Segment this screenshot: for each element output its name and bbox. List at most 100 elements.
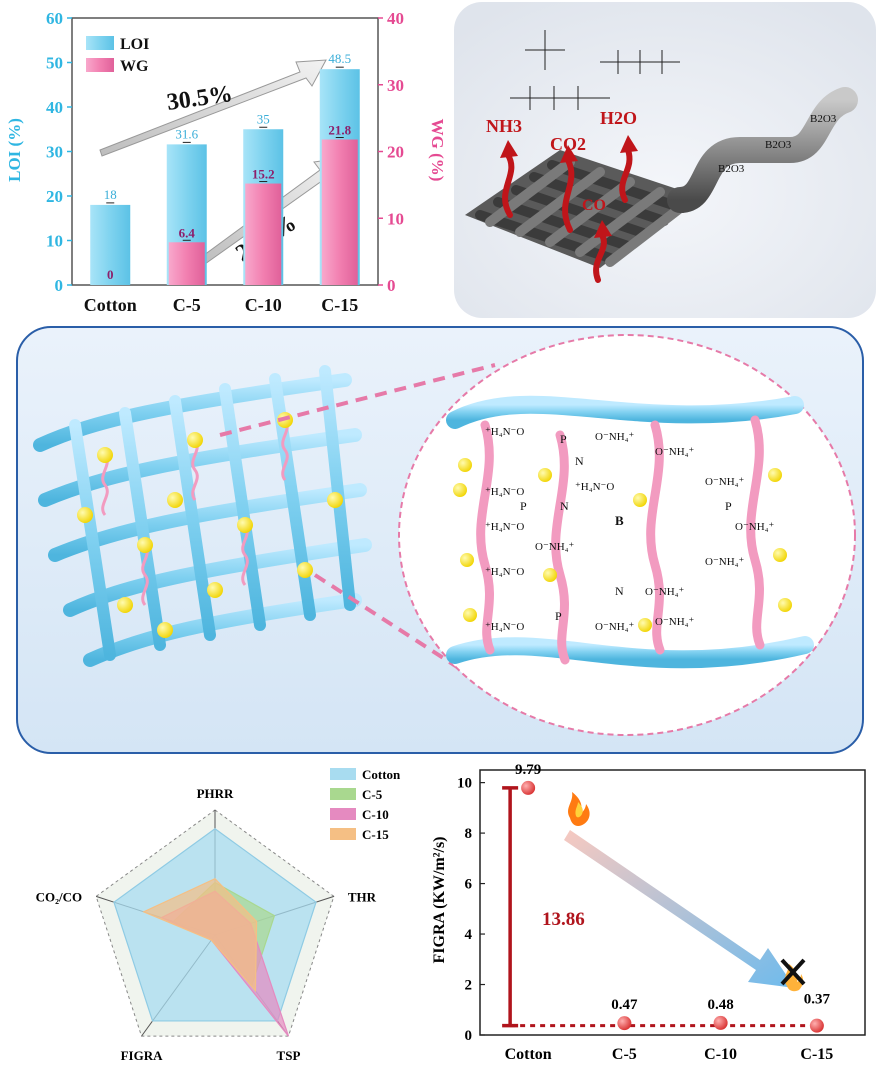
legend-label-c15: C-15	[362, 827, 389, 842]
ammonium-label: O⁻NH₄⁺	[595, 621, 634, 633]
figra-value-label: 0.37	[804, 992, 831, 1008]
radar-axis-label: PHRR	[197, 786, 234, 801]
y-tick-label: 0	[55, 276, 64, 295]
phosphate-structures	[510, 30, 680, 110]
fiber-tube	[667, 87, 858, 213]
legend-swatch-wg	[86, 58, 114, 72]
legend-label-c5: C-5	[362, 787, 383, 802]
ammonium-label: O⁻NH₄⁺	[655, 446, 694, 458]
ammonium-label: ⁺H₄N⁻O	[485, 521, 524, 533]
legend: LOI WG	[86, 36, 149, 75]
arrowhead-icons	[500, 135, 638, 238]
wg-bar	[321, 139, 358, 285]
radar-axis-label: FIGRA	[121, 1048, 164, 1063]
figra-point	[521, 780, 536, 795]
fiber-lattice	[33, 365, 372, 667]
fiber-label: B2O3	[718, 163, 745, 175]
x-tick-label: C-5	[173, 295, 201, 315]
legend-swatch-c10	[330, 808, 356, 820]
y-tick-label: 40	[46, 98, 63, 117]
phosphorus-label: P	[520, 499, 527, 513]
ammonium-label: ⁺H₄N⁻O	[485, 566, 524, 578]
y2-tick-label: 20	[387, 143, 404, 162]
phosphorus-label: P	[555, 609, 562, 623]
figra-point	[617, 1016, 632, 1031]
figra-value-label: 0.47	[611, 997, 638, 1013]
y-tick-label: 2	[465, 978, 473, 994]
increase-arrow-icon	[99, 59, 327, 157]
gas-label-nh3: NH3	[486, 116, 522, 136]
figra-value-label: 9.79	[515, 762, 541, 778]
crosslink-chains	[476, 415, 765, 665]
ammonium-label: ⁺H₄N⁻O	[485, 426, 524, 438]
gas-label-co: CO	[582, 197, 606, 214]
radar-axis-label: TSP	[277, 1048, 301, 1063]
gas-release-arrows	[502, 147, 633, 283]
legend-swatch-c15	[330, 828, 356, 840]
fire-performance-radar-chart: PHRR THR TSP FIGRA CO₂/CO Cotton C-5 C-10 C-…	[0, 760, 440, 1085]
loi-value-label: 35	[257, 111, 270, 126]
ammonium-label: O⁻NH₄⁺	[645, 586, 684, 598]
y-tick-label: 60	[46, 9, 63, 28]
ammonium-label: ⁺H₄N⁻O	[485, 486, 524, 498]
wg-bar	[168, 242, 205, 285]
loi-bar	[90, 204, 131, 285]
loi-value-label: 18	[104, 187, 117, 202]
y2-tick-label: 30	[387, 76, 404, 95]
y-tick-label: 10	[46, 232, 63, 251]
y2-tick-label: 40	[387, 9, 404, 28]
figra-point	[713, 1015, 728, 1030]
gas-label-h2o: H2O	[600, 108, 637, 128]
extinguished-flame-icon	[780, 958, 806, 992]
fiber-label: B2O3	[810, 113, 837, 125]
ammonium-label: ⁺H₄N⁻O	[575, 481, 614, 493]
phosphorus-label: P	[560, 432, 567, 446]
x-tick-label: Cotton	[84, 295, 137, 315]
nitrogen-label: N	[575, 454, 584, 468]
radar-plot: PHRR THR TSP FIGRA CO₂/CO	[36, 786, 377, 1063]
x-tick-label: Cotton	[505, 1046, 552, 1063]
ammonium-label: O⁻NH₄⁺	[705, 476, 744, 488]
radar-legend: Cotton C-5 C-10 C-15	[330, 767, 401, 842]
difference-annotation: 13.86	[542, 909, 585, 930]
figra-chart: FIGRA (KW/m²/s) 13.86 0 2 4 6 8 10 9.79 Cotton 0…	[430, 760, 880, 1085]
x-tick-label: C-15	[800, 1046, 833, 1063]
ammonium-label: O⁻NH₄⁺	[705, 556, 744, 568]
legend-swatch-cotton	[330, 768, 356, 780]
bar-chart-plot: LOI (%) WG (%) 30.5% 21.8% LOI WG 010203…	[5, 9, 447, 315]
radar-axis-label: THR	[348, 889, 377, 904]
y2-axis-label: WG (%)	[428, 119, 445, 182]
x-tick-label: C-10	[704, 1046, 737, 1063]
wg-bar	[245, 183, 282, 285]
y2-tick-label: 10	[387, 209, 404, 228]
x-tick-label: C-10	[245, 295, 282, 315]
legend-swatch-c5	[330, 788, 356, 800]
nitrogen-label: N	[560, 499, 569, 513]
figra-plot: FIGRA (KW/m²/s) 13.86 0 2 4 6 8 10 9.79 Cotton 0…	[431, 762, 866, 1063]
molecular-labels: ⁺H₄N⁻O O⁻NH₄⁺ O⁻NH₄⁺ ⁺H₄N⁻O ⁺H₄N⁻O O⁻NH₄…	[485, 426, 774, 633]
y-tick-label: 30	[46, 143, 63, 162]
loi-value-label: 31.6	[175, 126, 198, 141]
legend-label-loi: LOI	[120, 36, 149, 53]
wg-value-label: 21.8	[328, 122, 351, 137]
y-tick-label: 10	[457, 776, 472, 792]
loi-increase-annotation: 30.5%	[165, 81, 234, 116]
molecular-zoom-circle: ⁺H₄N⁻O O⁻NH₄⁺ O⁻NH₄⁺ ⁺H₄N⁻O ⁺H₄N⁻O O⁻NH₄…	[398, 334, 856, 736]
legend-label-wg: WG	[120, 58, 149, 75]
y-tick-label: 6	[465, 877, 473, 893]
loi-value-label: 48.5	[328, 51, 351, 66]
x-tick-label: C-15	[321, 295, 358, 315]
radar-axis-label: CO₂/CO	[36, 889, 83, 904]
legend-label-cotton: Cotton	[362, 767, 401, 782]
y-tick-label: 4	[465, 927, 473, 943]
wg-value-label: 6.4	[179, 225, 196, 240]
decrease-arrow-icon	[564, 830, 795, 988]
wg-value-label: 15.2	[252, 167, 275, 182]
y-axis-label: FIGRA (KW/m²/s)	[431, 836, 448, 963]
figra-value-label: 0.48	[708, 997, 734, 1013]
fiber-label: B2O3	[765, 139, 792, 151]
boron-label: B	[615, 513, 624, 528]
ammonium-label: O⁻NH₄⁺	[595, 431, 634, 443]
y-tick-label: 8	[465, 826, 473, 842]
radar-series-c-15	[142, 878, 258, 993]
